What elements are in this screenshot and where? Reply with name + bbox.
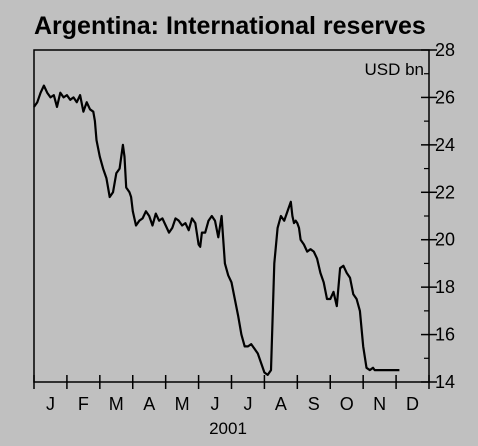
x-tick-label: S bbox=[308, 394, 320, 414]
y-axis: 14 16 18 20 22 24 26 28 bbox=[421, 40, 455, 392]
y-tick-label: 24 bbox=[435, 135, 455, 155]
plot-area bbox=[33, 49, 430, 383]
y-tick-label: 22 bbox=[435, 182, 455, 202]
x-tick-label: F bbox=[78, 394, 89, 414]
y-tick-label: 26 bbox=[435, 87, 455, 107]
x-tick-label: J bbox=[211, 394, 220, 414]
y-tick-label: 16 bbox=[435, 325, 455, 345]
y-tick-label: 28 bbox=[435, 40, 455, 60]
x-tick-label: J bbox=[243, 394, 252, 414]
x-tick-label: A bbox=[275, 394, 287, 414]
y-tick-label: 14 bbox=[435, 372, 455, 392]
x-axis-year-label: 2001 bbox=[209, 419, 247, 438]
x-tick-label: O bbox=[340, 394, 354, 414]
x-tick-label: N bbox=[373, 394, 386, 414]
chart-title: Argentina: International reserves bbox=[34, 12, 426, 40]
y-tick-label: 18 bbox=[435, 277, 455, 297]
x-tick-label: D bbox=[406, 394, 419, 414]
reserves-line bbox=[33, 84, 400, 376]
x-tick-label: M bbox=[175, 394, 190, 414]
x-tick-label: M bbox=[109, 394, 124, 414]
x-tick-label: J bbox=[46, 394, 55, 414]
x-tick-label: A bbox=[143, 394, 155, 414]
unit-label: USD bn bbox=[364, 60, 424, 79]
y-tick-label: 20 bbox=[435, 230, 455, 250]
